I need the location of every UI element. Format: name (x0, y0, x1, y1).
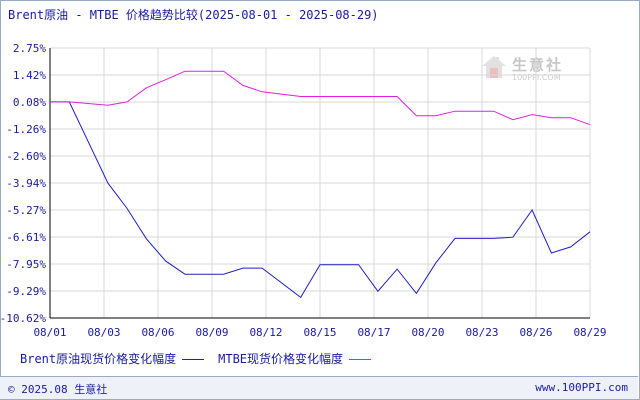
x-tick-label: 08/03 (87, 326, 120, 339)
y-tick-labels: 2.75% 1.42% 0.08% -1.26% -2.60% -3.94% -5.27% -… (0, 42, 46, 325)
x-tick-label: 08/23 (465, 326, 498, 339)
legend-swatch-mtbe (349, 359, 372, 360)
watermark-name: 生意社 (512, 56, 564, 74)
x-tick-label: 08/15 (303, 326, 336, 339)
x-tick-label: 08/01 (33, 326, 66, 339)
y-tick-label: -1.26% (6, 123, 46, 136)
x-tick-label: 08/17 (357, 326, 390, 339)
footer-copyright: © 2025.08 生意社 (8, 383, 108, 396)
legend-label-brent: Brent原油现货价格变化幅度 (20, 352, 177, 366)
footer-bar: © 2025.08 生意社 www.100PPI.com (0, 376, 638, 399)
y-tick-label: -9.29% (6, 285, 46, 298)
x-tick-label: 08/06 (141, 326, 174, 339)
legend-swatch-brent (182, 359, 205, 360)
y-tick-label: -3.94% (6, 177, 46, 190)
gridlines (49, 47, 591, 319)
legend: Brent原油现货价格变化幅度 MTBE现货价格变化幅度 (20, 350, 385, 367)
series-line-brent (50, 101, 591, 299)
y-tick-label: 1.42% (13, 69, 46, 82)
y-tick-label: -6.61% (6, 231, 46, 244)
series-lines (50, 70, 591, 299)
x-tick-label: 08/26 (519, 326, 552, 339)
y-tick-label: 0.08% (13, 96, 46, 109)
house-logo-icon (482, 56, 506, 78)
legend-label-mtbe: MTBE现货价格变化幅度 (218, 352, 344, 366)
x-tick-labels: 08/01 08/03 08/06 08/09 08/12 08/15 08/17 08/20… (33, 326, 606, 339)
x-tick-label: 08/12 (249, 326, 282, 339)
y-tick-label: 2.75% (13, 42, 46, 55)
axes (49, 48, 590, 319)
y-tick-label: -10.62% (0, 312, 46, 325)
footer-site-link[interactable]: www.100PPI.com (535, 381, 628, 394)
series-line-mtbe (50, 70, 591, 126)
y-tick-label: -5.27% (6, 204, 46, 217)
x-tick-label: 08/09 (195, 326, 228, 339)
y-tick-label: -7.95% (6, 258, 46, 271)
x-tick-label: 08/20 (411, 326, 444, 339)
chart-title: Brent原油 - MTBE 价格趋势比较(2025-08-01 - 2025-… (8, 8, 379, 22)
y-tick-label: -2.60% (6, 150, 46, 163)
x-tick-label: 08/29 (573, 326, 606, 339)
